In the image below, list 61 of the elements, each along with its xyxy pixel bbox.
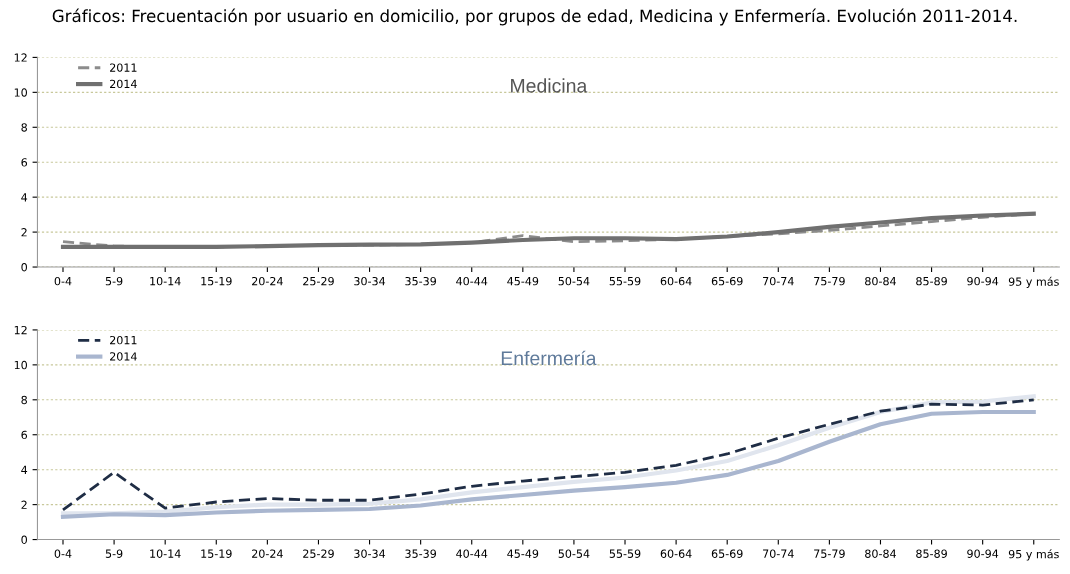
x-tick-label: 35-39 — [405, 276, 437, 286]
x-tick-label: 5-9 — [105, 276, 123, 286]
y-tick-label: 0 — [21, 535, 27, 544]
y-tick-label: 4 — [21, 465, 28, 474]
x-tick-label: 95 y más — [1008, 276, 1059, 288]
x-tick-label: 25-29 — [303, 549, 334, 558]
legend-label: 2014 — [110, 352, 137, 361]
x-tick-label: 15-19 — [201, 276, 232, 286]
y-tick-label: 2 — [21, 500, 27, 509]
x-tick-label: 65-69 — [711, 549, 743, 558]
y-tick-label: 0 — [21, 263, 27, 272]
text: Gráficos: Frecuentación por usuario en domicilio, por grupos de edad, Medicina y Enfermería. Evolución 2011-2014. — [52, 8, 1017, 26]
x-tick-label: 35-39 — [405, 549, 437, 558]
x-tick-label: 85-89 — [916, 276, 947, 286]
x-tick-label: 60-64 — [660, 276, 692, 286]
y-tick-label: 10 — [14, 360, 27, 370]
y-tick-label: 6 — [21, 158, 28, 167]
x-tick-label: 40-44 — [456, 276, 488, 286]
x-tick-label: 65-69 — [711, 276, 743, 286]
x-tick-label: 60-64 — [660, 549, 692, 558]
x-tick-label: 95 y más — [1008, 549, 1059, 561]
x-tick-label: 45-49 — [507, 276, 539, 286]
x-tick-label: 0-4 — [54, 276, 72, 286]
y-tick-label: 4 — [21, 193, 28, 202]
x-tick-label: 45-49 — [507, 549, 539, 558]
x-tick-label: 20-24 — [252, 276, 283, 286]
x-tick-label: 50-54 — [558, 549, 590, 558]
y-tick-label: 12 — [14, 53, 27, 62]
y-tick-label: 8 — [21, 395, 27, 405]
text: Medicina — [511, 78, 588, 93]
x-tick-label: 55-59 — [609, 276, 641, 286]
x-tick-label: 85-89 — [916, 549, 947, 558]
x-tick-label: 10-14 — [150, 276, 181, 286]
y-tick-label: 8 — [21, 123, 27, 132]
x-tick-label: 30-34 — [354, 276, 386, 286]
x-tick-label: 80-84 — [865, 549, 896, 558]
x-tick-label: 25-29 — [303, 276, 334, 286]
y-tick-label: 6 — [21, 430, 28, 440]
legend-label: 2011 — [110, 63, 137, 72]
x-tick-label: 75-79 — [814, 276, 845, 286]
x-tick-label: 90-94 — [967, 276, 999, 286]
x-tick-label: 55-59 — [609, 549, 641, 558]
x-tick-label: 15-19 — [201, 549, 232, 558]
x-tick-label: 50-54 — [558, 276, 590, 286]
x-tick-label: 80-84 — [865, 276, 896, 286]
x-tick-label: 10-14 — [150, 549, 181, 558]
x-tick-label: 40-44 — [456, 549, 488, 558]
y-tick-label: 10 — [14, 88, 27, 97]
x-tick-label: 70-74 — [763, 549, 794, 558]
y-tick-label: 2 — [21, 228, 27, 237]
x-tick-label: 30-34 — [354, 549, 386, 558]
x-tick-label: 75-79 — [814, 549, 845, 558]
x-tick-label: 90-94 — [967, 549, 999, 558]
x-tick-label: 5-9 — [105, 549, 123, 558]
text: Enfermería — [501, 350, 597, 366]
x-tick-label: 20-24 — [252, 549, 283, 558]
x-tick-label: 70-74 — [763, 276, 794, 286]
legend-label: 2011 — [110, 335, 137, 345]
x-tick-label: 0-4 — [54, 549, 72, 558]
legend-label: 2014 — [110, 79, 137, 89]
y-tick-label: 12 — [14, 325, 27, 335]
